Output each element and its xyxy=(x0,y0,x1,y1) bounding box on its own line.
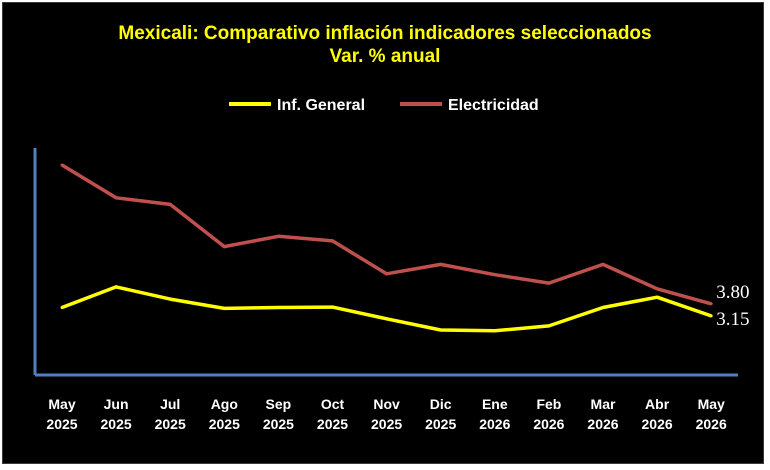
series-2-point-10 xyxy=(547,281,551,285)
x-tick-year-10: 2026 xyxy=(533,416,564,432)
x-tick-month-12: Abr xyxy=(645,396,670,412)
x-tick-year-4: 2025 xyxy=(209,416,240,432)
series-2-point-5 xyxy=(276,234,280,238)
x-tick-month-1: May xyxy=(48,396,75,412)
series-2-point-4 xyxy=(222,245,226,249)
x-tick-year-8: 2025 xyxy=(425,416,456,432)
x-tick-month-4: Ago xyxy=(211,396,238,412)
x-tick-year-13: 2026 xyxy=(696,416,727,432)
chart-title: Mexicali: Comparativo inflación indicado… xyxy=(118,23,652,44)
x-tick-year-7: 2025 xyxy=(371,416,402,432)
series-1-point-5 xyxy=(276,306,280,309)
series-2-point-11 xyxy=(601,262,605,266)
chart-subtitle: Var. % anual xyxy=(329,46,441,67)
x-tick-year-9: 2026 xyxy=(479,416,510,432)
series-1-point-7 xyxy=(385,317,389,321)
series-1-point-10 xyxy=(547,324,551,328)
series-1-point-2 xyxy=(114,285,118,289)
x-tick-month-5: Sep xyxy=(266,396,292,412)
series-2-point-7 xyxy=(385,272,389,276)
x-tick-month-11: Mar xyxy=(591,396,616,412)
end-label-2: 3.80 xyxy=(716,282,749,303)
series-1-point-13 xyxy=(709,314,713,318)
series-1-point-6 xyxy=(331,305,334,309)
legend-label-1: Inf. General xyxy=(277,97,365,114)
series-2-point-2 xyxy=(114,196,118,200)
x-tick-month-2: Jun xyxy=(104,396,129,412)
series-2-point-3 xyxy=(168,202,172,206)
series-1-point-11 xyxy=(601,306,605,309)
chart-frame xyxy=(2,2,764,464)
x-tick-month-7: Nov xyxy=(373,396,400,412)
x-tick-year-5: 2025 xyxy=(263,416,294,432)
series-2-point-1 xyxy=(60,163,64,167)
legend-label-2: Electricidad xyxy=(448,97,539,114)
x-tick-year-3: 2025 xyxy=(155,416,186,432)
x-tick-month-9: Ene xyxy=(482,396,508,412)
x-tick-month-3: Jul xyxy=(160,396,180,412)
series-1-point-1 xyxy=(60,306,64,309)
x-tick-month-6: Oct xyxy=(321,396,345,412)
series-1-point-3 xyxy=(168,297,172,301)
series-2-point-9 xyxy=(493,273,497,277)
series-2-point-8 xyxy=(439,262,443,266)
series-2-point-13 xyxy=(709,302,713,306)
x-tick-month-8: Dic xyxy=(430,396,452,412)
series-1-point-9 xyxy=(493,329,497,333)
series-1-point-4 xyxy=(222,306,226,310)
x-tick-year-2: 2025 xyxy=(101,416,132,432)
x-tick-year-12: 2026 xyxy=(642,416,673,432)
x-tick-year-11: 2026 xyxy=(587,416,618,432)
x-tick-month-13: May xyxy=(698,396,725,412)
series-1-point-8 xyxy=(439,328,443,332)
x-tick-year-1: 2025 xyxy=(46,416,77,432)
end-label-1: 3.15 xyxy=(716,309,749,330)
x-tick-year-6: 2025 xyxy=(317,416,348,432)
x-tick-month-10: Feb xyxy=(536,396,561,412)
series-2-point-12 xyxy=(655,287,659,291)
series-line-1 xyxy=(61,285,712,333)
series-line-2 xyxy=(61,163,712,306)
series-2-point-6 xyxy=(331,239,334,243)
series-1-point-12 xyxy=(655,295,659,299)
